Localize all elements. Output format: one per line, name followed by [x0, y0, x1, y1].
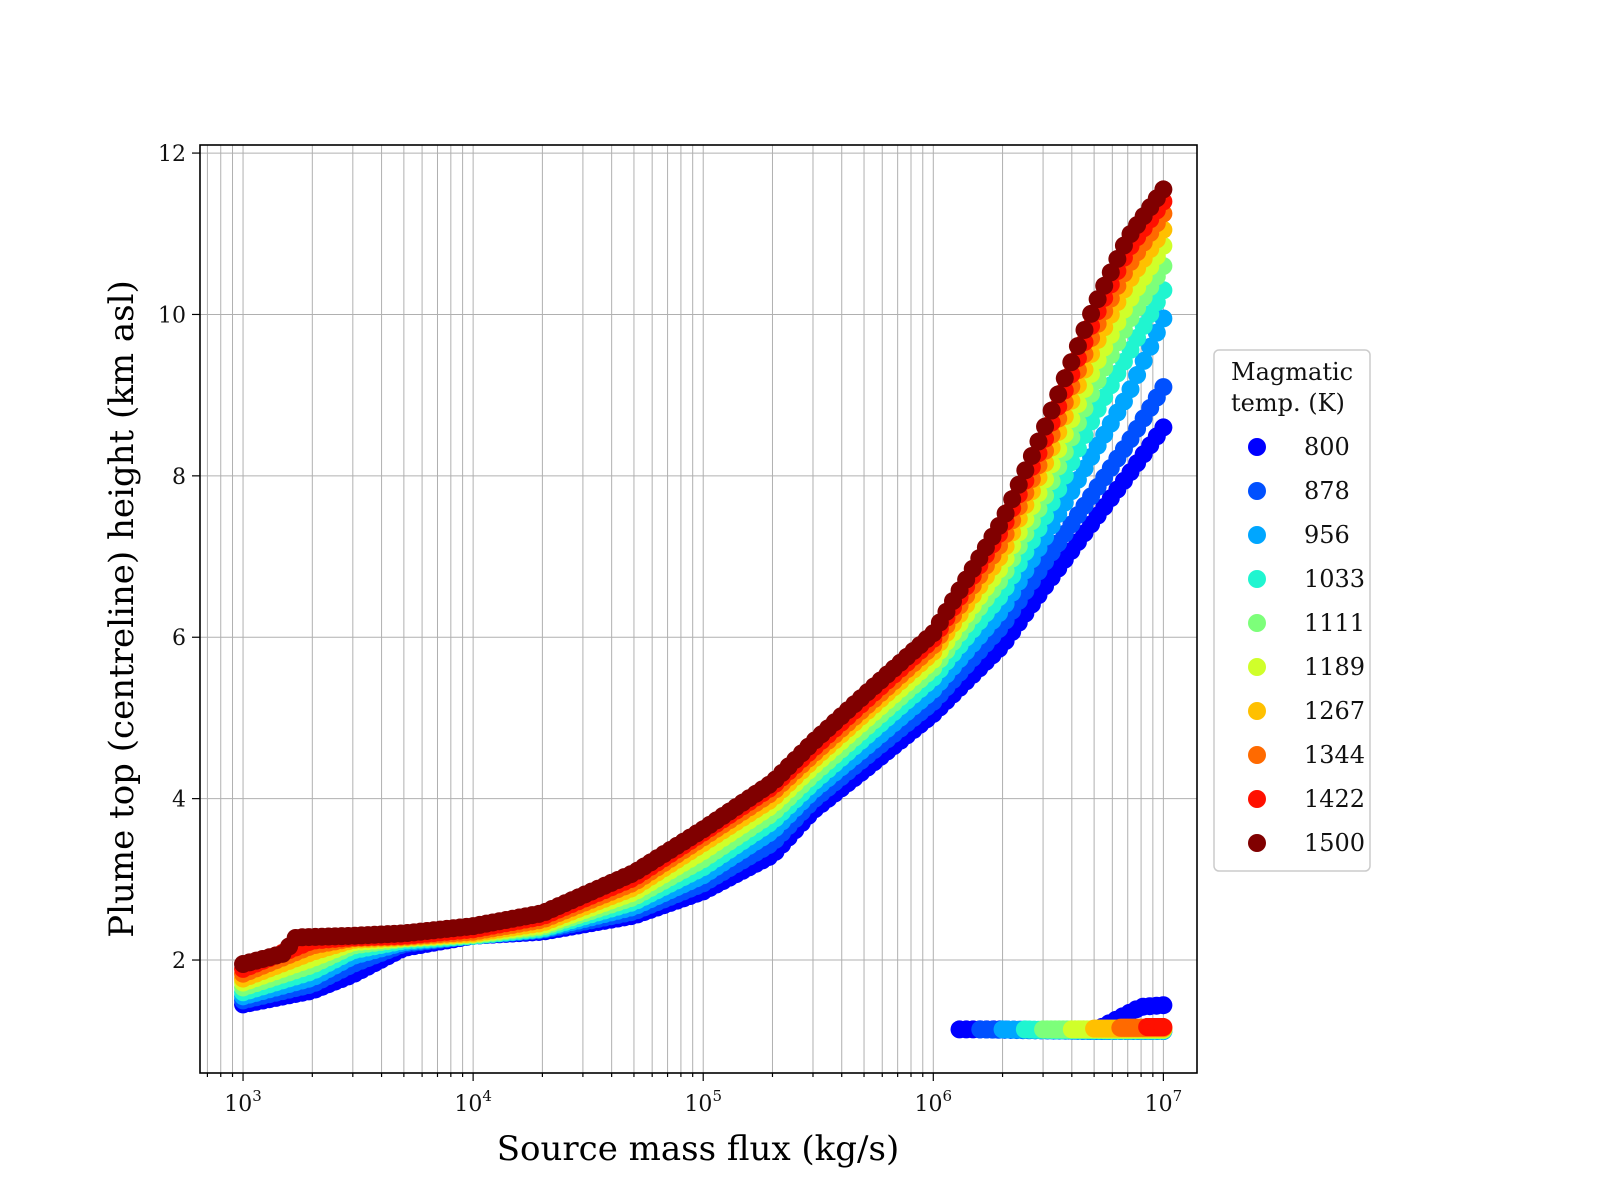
legend-marker — [1248, 570, 1266, 588]
data-point — [1042, 401, 1061, 420]
data-point — [1055, 369, 1074, 388]
legend-label: 1344 — [1304, 741, 1365, 769]
legend-marker — [1248, 834, 1266, 852]
y-axis-title: Plume top (centreline) height (km asl) — [102, 280, 142, 938]
x-tick-label: 107 — [1145, 1087, 1183, 1117]
legend-label: 1033 — [1304, 565, 1365, 593]
legend-label: 1111 — [1304, 609, 1365, 637]
data-point — [1095, 276, 1114, 295]
data-point — [1029, 432, 1048, 451]
data-point — [1108, 249, 1127, 268]
data-point — [1049, 385, 1068, 404]
x-tick-label: 103 — [224, 1087, 262, 1117]
data-point — [1075, 320, 1094, 339]
y-tick-label: 10 — [158, 303, 186, 328]
data-point — [1062, 353, 1081, 372]
legend-marker — [1248, 614, 1266, 632]
y-tick-label: 12 — [158, 142, 186, 167]
legend-item-1033: 1033 — [1248, 565, 1365, 593]
legend-marker — [1248, 482, 1266, 500]
x-tick-label: 105 — [684, 1087, 722, 1117]
data-point — [1134, 351, 1153, 370]
legend-title-line-1: Magmatic — [1231, 358, 1353, 386]
data-point — [1154, 180, 1173, 199]
axis-ticks: 103 104 105 106 107 2 4 6 8 10 12 — [158, 142, 1182, 1117]
legend-marker — [1248, 438, 1266, 456]
y-tick-label: 4 — [172, 788, 186, 813]
data-points — [234, 180, 1173, 1041]
legend-item-800: 800 — [1248, 433, 1350, 461]
legend-item-1500: 1500 — [1248, 829, 1365, 857]
data-point — [1082, 304, 1101, 323]
legend-item-1344: 1344 — [1248, 741, 1365, 769]
data-point — [1121, 380, 1140, 399]
legend-marker — [1248, 526, 1266, 544]
data-point — [1068, 337, 1087, 356]
y-tick-label: 2 — [172, 949, 186, 974]
legend-marker — [1248, 746, 1266, 764]
data-point — [996, 504, 1015, 523]
legend-label: 800 — [1304, 433, 1350, 461]
data-point — [1101, 263, 1120, 282]
data-point — [1036, 417, 1055, 436]
legend-title-line-2: temp. (K) — [1231, 389, 1345, 417]
legend-label: 878 — [1304, 477, 1350, 505]
data-point — [1141, 337, 1160, 356]
legend-label: 1267 — [1304, 697, 1365, 725]
x-axis-title: Source mass flux (kg/s) — [497, 1129, 899, 1169]
legend-label: 1500 — [1304, 829, 1365, 857]
x-tick-label: 106 — [915, 1087, 953, 1117]
legend-item-1267: 1267 — [1248, 697, 1365, 725]
legend-marker — [1248, 702, 1266, 720]
legend-label: 1422 — [1304, 785, 1365, 813]
legend-label: 1189 — [1304, 653, 1365, 681]
data-point — [1003, 490, 1022, 509]
legend-box — [1213, 349, 1371, 872]
data-point — [1154, 418, 1173, 437]
data-point — [1009, 475, 1028, 494]
data-point — [1128, 366, 1147, 385]
legend-item-1189: 1189 — [1248, 653, 1365, 681]
legend-item-956: 956 — [1248, 521, 1350, 549]
data-point — [1016, 461, 1035, 480]
legend-item-1111: 1111 — [1248, 609, 1365, 637]
legend-item-1422: 1422 — [1248, 785, 1365, 813]
legend-item-878: 878 — [1248, 477, 1350, 505]
legend-items: 800 878 956 1033 1111 1189 1267 1344 1422 1500 — [1248, 433, 1365, 857]
y-tick-label: 6 — [172, 626, 186, 651]
data-point — [1154, 1018, 1173, 1037]
series-1500 — [234, 180, 1173, 974]
x-tick-label: 104 — [454, 1087, 492, 1117]
y-tick-label: 8 — [172, 465, 186, 490]
plot-frame — [199, 144, 1198, 1074]
data-point — [1154, 378, 1173, 397]
legend-marker — [1248, 658, 1266, 676]
legend: Magmatic temp. (K) 800 878 956 1033 1111 1189… — [1213, 349, 1371, 872]
data-point — [1154, 996, 1173, 1015]
legend-marker — [1248, 790, 1266, 808]
legend-label: 956 — [1304, 521, 1350, 549]
data-point — [1088, 290, 1107, 309]
data-point — [1022, 446, 1041, 465]
